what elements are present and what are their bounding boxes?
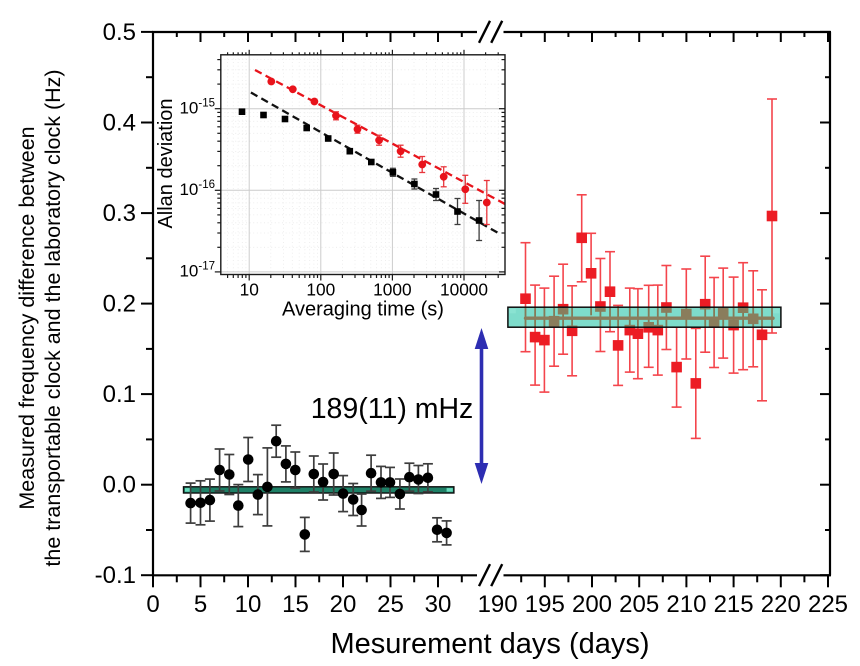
svg-text:10: 10 bbox=[240, 280, 259, 300]
svg-text:the transportable clock and th: the transportable clock and the laborato… bbox=[41, 69, 65, 566]
svg-text:10000: 10000 bbox=[440, 280, 488, 300]
svg-text:225: 225 bbox=[808, 591, 848, 618]
svg-text:0.1: 0.1 bbox=[103, 381, 136, 408]
svg-text:0.2: 0.2 bbox=[103, 291, 136, 318]
svg-text:0.3: 0.3 bbox=[103, 200, 136, 227]
svg-text:189(11) mHz: 189(11) mHz bbox=[311, 393, 474, 425]
svg-text:10: 10 bbox=[235, 591, 262, 618]
svg-text:0.0: 0.0 bbox=[103, 472, 136, 499]
svg-text:205: 205 bbox=[619, 591, 659, 618]
svg-text:15: 15 bbox=[282, 591, 309, 618]
svg-text:100: 100 bbox=[306, 280, 335, 300]
svg-text:0: 0 bbox=[146, 591, 159, 618]
svg-text:30: 30 bbox=[425, 591, 452, 618]
svg-text:215: 215 bbox=[714, 591, 754, 618]
svg-text:Allan deviation: Allan deviation bbox=[155, 98, 177, 228]
svg-text:195: 195 bbox=[525, 591, 565, 618]
svg-text:Measured frequency difference: Measured frequency difference between bbox=[15, 126, 39, 509]
svg-text:25: 25 bbox=[377, 591, 404, 618]
svg-text:1000: 1000 bbox=[373, 280, 411, 300]
svg-text:Mesurement days (days): Mesurement days (days) bbox=[330, 628, 649, 660]
svg-text:-0.1: -0.1 bbox=[95, 562, 136, 589]
svg-text:0.5: 0.5 bbox=[103, 19, 136, 46]
svg-text:210: 210 bbox=[666, 591, 706, 618]
svg-text:220: 220 bbox=[761, 591, 801, 618]
svg-text:Averaging time (s): Averaging time (s) bbox=[282, 299, 444, 321]
svg-text:5: 5 bbox=[194, 591, 207, 618]
svg-text:200: 200 bbox=[572, 591, 612, 618]
svg-text:190: 190 bbox=[478, 591, 518, 618]
svg-text:20: 20 bbox=[330, 591, 357, 618]
svg-text:0.4: 0.4 bbox=[103, 110, 136, 137]
